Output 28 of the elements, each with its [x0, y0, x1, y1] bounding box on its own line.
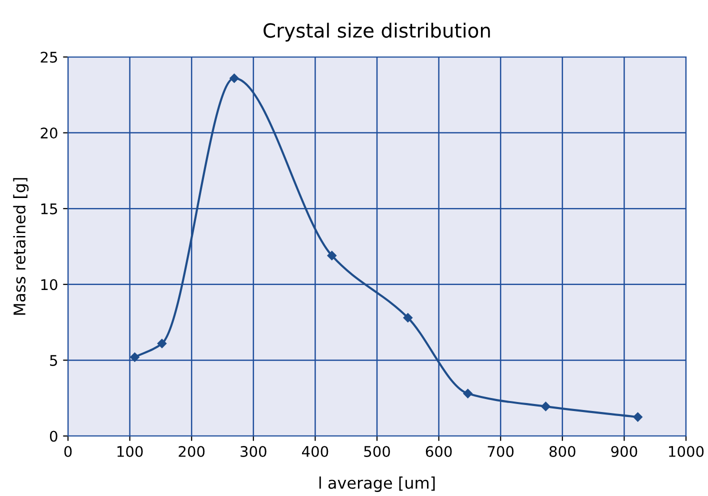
x-tick-label: 400: [302, 446, 328, 458]
x-tick-label: 500: [364, 446, 390, 458]
x-tick-label: 300: [240, 446, 266, 458]
y-axis-title: Mass retained [g]: [13, 178, 29, 315]
y-tick-label: 10: [41, 279, 58, 290]
point: [157, 338, 167, 348]
x-tick-label: 900: [611, 446, 638, 458]
x-tick-label: 800: [549, 446, 576, 458]
point: [403, 313, 413, 322]
y-tick-label: 20: [40, 128, 58, 139]
x-tick-label: 1000: [669, 446, 704, 458]
point: [230, 74, 239, 83]
x-tick-label: 600: [426, 446, 452, 458]
point: [327, 250, 337, 260]
point: [463, 388, 472, 398]
chart-title: Crystal size distribution: [264, 22, 490, 42]
x-axis-title: l average [um]: [319, 476, 435, 492]
y-tick-label: 5: [50, 355, 58, 366]
y-tick-label: 0: [50, 430, 58, 442]
y-tick-label: 25: [40, 52, 58, 63]
x-tick-label: 0: [64, 446, 72, 458]
x-tick-label: 100: [117, 446, 143, 458]
x-tick-label: 700: [488, 446, 514, 458]
point: [633, 412, 642, 422]
point: [541, 402, 550, 412]
point: [130, 352, 140, 362]
x-tick-label: 200: [178, 446, 205, 458]
y-tick-label: 15: [41, 204, 58, 214]
